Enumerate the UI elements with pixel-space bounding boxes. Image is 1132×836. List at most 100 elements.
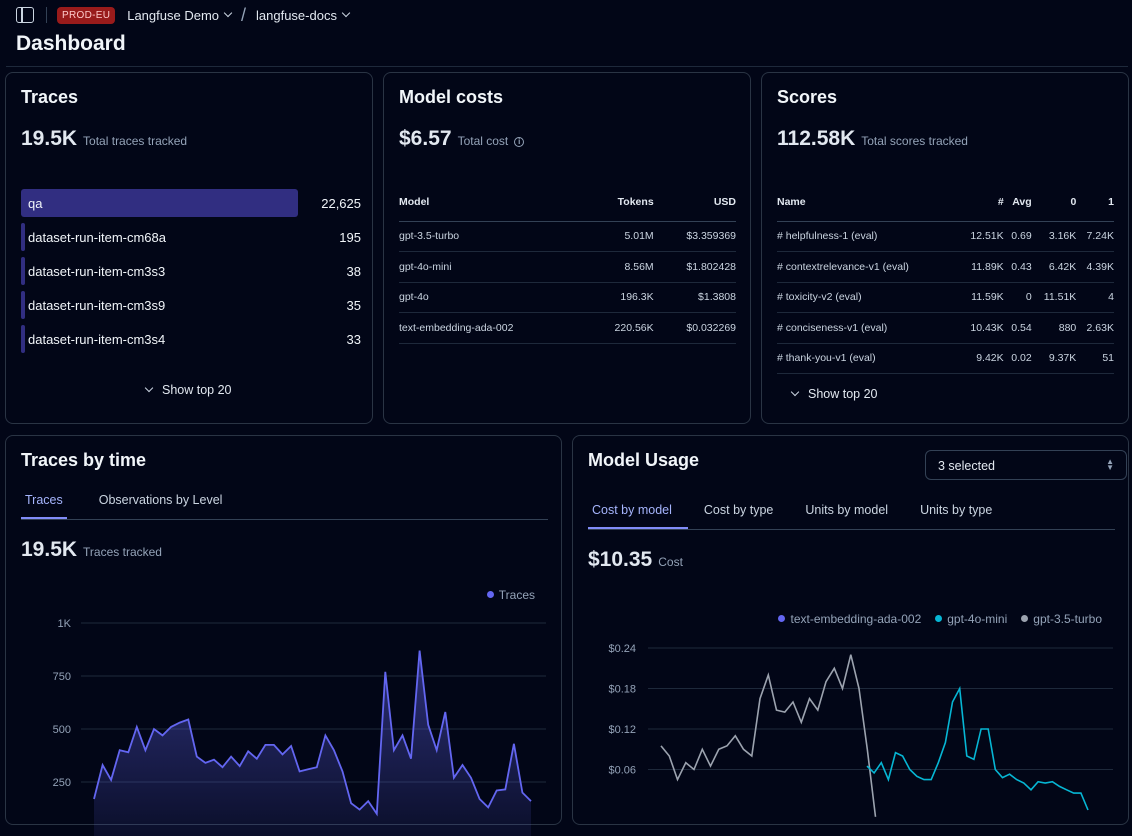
legend-label: text-embedding-ada-002 bbox=[790, 612, 922, 626]
table-row: gpt-4o 196.3K $1.3808 bbox=[399, 282, 736, 313]
tab-bar: Traces Observations by Level bbox=[21, 493, 548, 520]
divider bbox=[46, 7, 47, 23]
legend-item[interactable]: Traces bbox=[486, 588, 535, 602]
tab-observations[interactable]: Observations by Level bbox=[98, 493, 223, 507]
table-cell: gpt-4o-mini bbox=[399, 251, 589, 283]
column-header[interactable]: Tokens bbox=[588, 183, 654, 222]
tab-units-by-model[interactable]: Units by model bbox=[805, 503, 889, 517]
table-cell: 11.59K bbox=[958, 282, 1004, 313]
trace-name-row[interactable]: dataset-run-item-cm3s4 33 bbox=[21, 325, 361, 353]
trace-name-row[interactable]: dataset-run-item-cm3s9 35 bbox=[21, 291, 361, 319]
legend-dot bbox=[486, 591, 494, 598]
legend-dot bbox=[935, 615, 943, 622]
column-header[interactable]: # bbox=[958, 183, 1004, 222]
table-cell: 11.89K bbox=[958, 251, 1004, 283]
table-cell: # contextrelevance-v1 (eval) bbox=[777, 251, 958, 283]
card-title: Traces by time bbox=[21, 450, 147, 470]
chart-legend: Traces bbox=[486, 588, 535, 602]
trace-name: dataset-run-item-cm3s4 bbox=[28, 332, 166, 347]
legend-item[interactable]: gpt-4o-mini bbox=[935, 612, 1007, 626]
table-cell: 2.63K bbox=[1076, 312, 1114, 344]
chart-legend: text-embedding-ada-002 gpt-4o-mini gpt-3… bbox=[778, 612, 1102, 626]
card-title: Traces bbox=[21, 87, 79, 107]
y-tick-label: $0.18 bbox=[608, 684, 636, 696]
usage-total: $10.35 Cost bbox=[588, 548, 683, 572]
table-cell: 5.01M bbox=[588, 221, 654, 252]
table-cell: 6.42K bbox=[1031, 251, 1077, 283]
chevron-down-icon bbox=[790, 387, 800, 397]
card-title: Scores bbox=[777, 87, 838, 107]
column-header[interactable]: USD bbox=[653, 183, 736, 222]
table-cell: 880 bbox=[1031, 312, 1077, 344]
org-switcher[interactable]: Langfuse Demo bbox=[127, 7, 233, 23]
legend-label: gpt-4o-mini bbox=[947, 612, 1008, 626]
column-header[interactable]: 0 bbox=[1031, 183, 1077, 222]
table-cell: 10.43K bbox=[958, 312, 1004, 344]
scores-total: 112.58K Total scores tracked bbox=[777, 127, 968, 151]
traces-total: 19.5K Total traces tracked bbox=[21, 127, 187, 151]
gpt-4o-mini-line[interactable] bbox=[866, 685, 1089, 811]
traces-time-total: 19.5K Traces tracked bbox=[21, 538, 162, 562]
table-cell: 0.69 bbox=[1003, 221, 1032, 252]
table-cell: 4 bbox=[1076, 282, 1114, 313]
trace-name: dataset-run-item-cm3s3 bbox=[28, 264, 166, 279]
project-switcher[interactable]: langfuse-docs bbox=[256, 7, 351, 23]
org-name: Langfuse Demo bbox=[127, 7, 219, 23]
table-cell: 0.54 bbox=[1003, 312, 1032, 344]
trace-count: 22,625 bbox=[321, 196, 361, 211]
table-row: text-embedding-ada-002 220.56K $0.032269 bbox=[399, 312, 736, 344]
breadcrumb-separator-icon: / bbox=[241, 4, 247, 25]
show-top-20-button[interactable]: Show top 20 bbox=[790, 387, 878, 401]
tab-units-by-type[interactable]: Units by type bbox=[920, 503, 993, 517]
select-value: 3 selected bbox=[938, 459, 995, 473]
y-tick-label: 1K bbox=[58, 618, 72, 630]
show-top-20-button[interactable]: Show top 20 bbox=[144, 383, 232, 397]
column-header[interactable]: 1 bbox=[1076, 183, 1114, 222]
tab-cost-by-model[interactable]: Cost by model bbox=[588, 503, 688, 529]
traces-chart: 1K 750 500 250 bbox=[53, 618, 546, 836]
trace-name-row[interactable]: dataset-run-item-cm3s3 38 bbox=[21, 257, 361, 285]
column-header[interactable]: Avg bbox=[1003, 183, 1032, 222]
y-tick-label: 750 bbox=[53, 671, 71, 683]
table-cell: 0 bbox=[1003, 282, 1032, 313]
bar-fill bbox=[21, 223, 25, 251]
model-costs-card: Model costs $6.57 Total cost i Model Token… bbox=[383, 72, 751, 424]
trace-name-row[interactable]: qa 22,625 bbox=[21, 189, 361, 217]
table-cell: gpt-4o bbox=[399, 282, 589, 313]
y-tick-label: $0.06 bbox=[608, 765, 636, 777]
total-label: Total cost bbox=[457, 134, 509, 148]
show-more-label: Show top 20 bbox=[808, 387, 878, 401]
legend-item[interactable]: text-embedding-ada-002 bbox=[778, 612, 921, 626]
traces-line[interactable] bbox=[93, 650, 532, 817]
table-cell: # helpfulness-1 (eval) bbox=[777, 221, 958, 252]
column-header[interactable]: Model bbox=[399, 183, 589, 222]
gpt-35-turbo-line[interactable] bbox=[660, 654, 877, 817]
legend-item[interactable]: gpt-3.5-turbo bbox=[1021, 612, 1102, 626]
traces-area bbox=[94, 650, 531, 836]
table-row: # helpfulness-1 (eval) 12.51K 0.69 3.16K 7.2… bbox=[777, 221, 1114, 252]
tab-cost-by-type[interactable]: Cost by type bbox=[703, 503, 774, 517]
bar-fill bbox=[21, 325, 25, 353]
table-cell: 8.56M bbox=[588, 251, 654, 283]
top-bar: PROD-EU Langfuse Demo / langfuse-docs bbox=[0, 0, 1132, 30]
trace-count: 195 bbox=[339, 230, 361, 245]
table-cell: 51 bbox=[1076, 343, 1114, 374]
tab-traces[interactable]: Traces bbox=[21, 493, 67, 519]
env-badge: PROD-EU bbox=[57, 6, 116, 24]
project-name: langfuse-docs bbox=[256, 7, 337, 23]
table-cell: $3.359369 bbox=[653, 221, 736, 252]
table-row: # conciseness-v1 (eval) 10.43K 0.54 880 2.63… bbox=[777, 312, 1114, 344]
info-icon[interactable]: i bbox=[514, 137, 525, 147]
traces-by-time-card: Traces by time Traces Observations by Le… bbox=[5, 435, 562, 836]
sidebar-toggle-icon[interactable] bbox=[16, 7, 34, 23]
table-cell: 12.51K bbox=[958, 221, 1004, 252]
chevron-down-icon bbox=[223, 8, 233, 18]
y-tick-label: 500 bbox=[53, 724, 71, 736]
model-select[interactable]: 3 selected ▲ ▼ bbox=[925, 450, 1127, 480]
trace-name: qa bbox=[28, 196, 43, 211]
column-header[interactable]: Name bbox=[777, 183, 958, 222]
table-cell: 11.51K bbox=[1031, 282, 1077, 313]
total-label: Cost bbox=[658, 555, 683, 569]
trace-name-row[interactable]: dataset-run-item-cm68a 195 bbox=[21, 223, 361, 251]
total-value: $6.57 bbox=[399, 127, 452, 150]
